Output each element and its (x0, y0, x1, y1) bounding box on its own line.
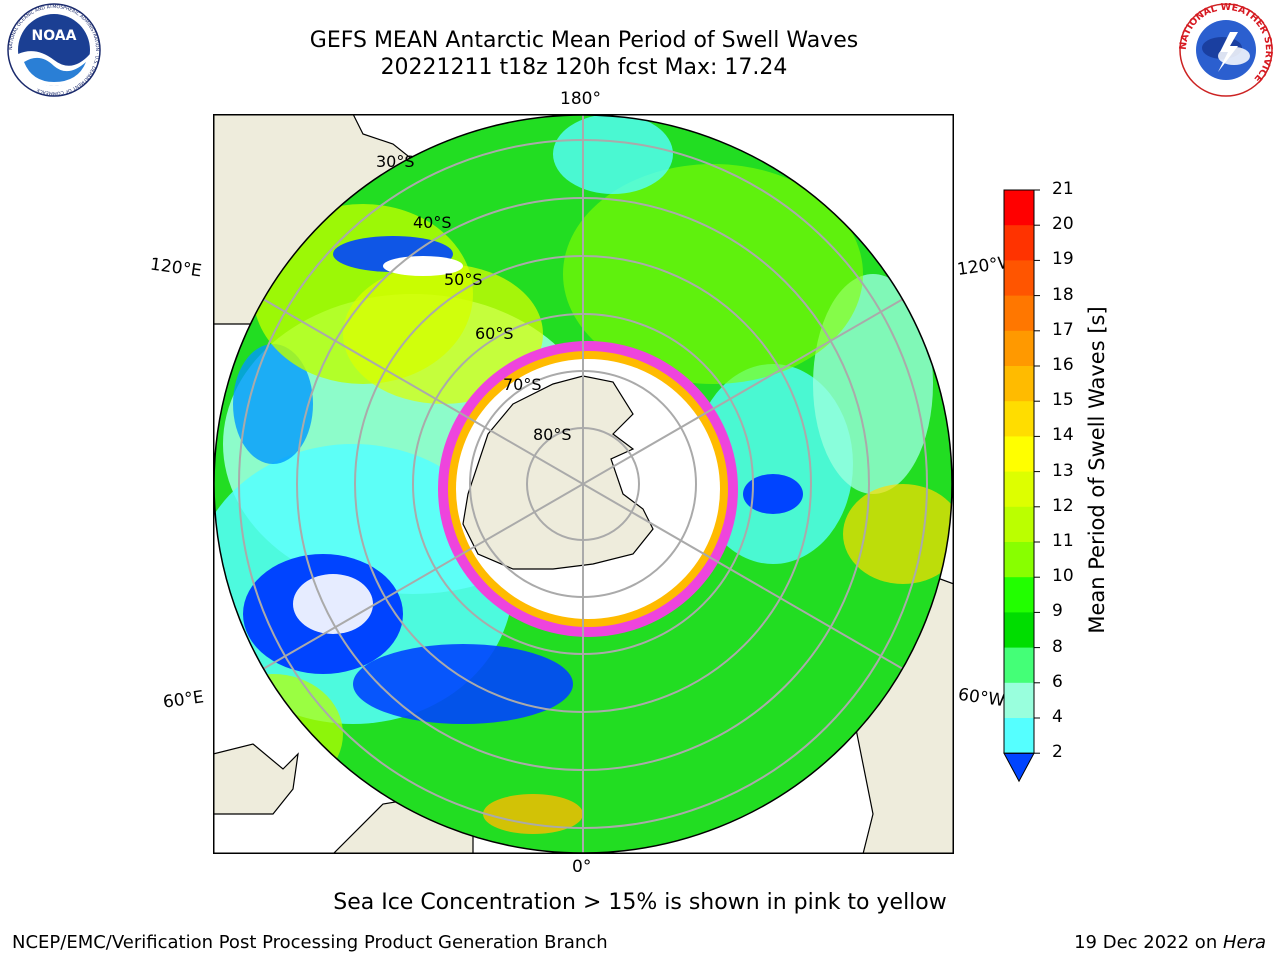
colorbar-segment (1004, 260, 1034, 297)
colorbar-segment (1004, 190, 1034, 226)
colorbar-segment (1004, 295, 1034, 332)
colorbar-tick-label: 18 (1052, 284, 1074, 305)
colorbar (1003, 189, 1040, 783)
polar-map (213, 114, 954, 854)
lon-label-0: 0° (572, 857, 592, 877)
lat-label-50s: 50°S (444, 270, 483, 289)
colorbar-segment (1004, 225, 1034, 261)
colorbar-tick-label: 14 (1052, 425, 1074, 446)
chart-title: GEFS MEAN Antarctic Mean Period of Swell… (309, 28, 859, 53)
footer-date: 19 Dec 2022 on Hera (1074, 932, 1266, 953)
colorbar-segment (1004, 330, 1034, 367)
antarctica-land (462, 375, 654, 570)
lat-label-60s: 60°S (475, 324, 514, 343)
southern-africa-land (213, 743, 299, 815)
colorbar-tick-label: 11 (1052, 531, 1074, 551)
lat-label-80s: 80°S (533, 425, 572, 444)
colorbar-extend-triangle (1003, 752, 1035, 783)
nws-logo: NATIONAL WEATHER SERVICE (1178, 2, 1274, 97)
colorbar-tick-label: 9 (1052, 601, 1063, 622)
colorbar-tick-label: 6 (1052, 671, 1063, 692)
colorbar-tick-label: 2 (1052, 742, 1063, 763)
colorbar-segment (1004, 612, 1034, 649)
colorbar-tick-label: 8 (1052, 636, 1063, 657)
colorbar-tick-label: 12 (1052, 495, 1074, 516)
colorbar-segment (1004, 718, 1034, 754)
colorbar-segment (1004, 401, 1034, 437)
colorbar-segment (1004, 647, 1034, 684)
lon-label-180: 180° (560, 89, 601, 109)
colorbar-title: Mean Period of Swell Waves [s] (1085, 306, 1109, 634)
colorbar-tick-label: 13 (1052, 460, 1074, 481)
colorbar-tick-label: 10 (1052, 566, 1074, 587)
noaa-logo: NOAA NATIONAL OCEANIC AND ATMOSPHERIC AD… (7, 3, 101, 97)
colorbar-tick-label: 4 (1052, 707, 1063, 727)
footer-credit: NCEP/EMC/Verification Post Processing Pr… (12, 932, 608, 953)
colorbar-tick-label: 20 (1052, 214, 1074, 235)
colorbar-segment (1004, 436, 1034, 473)
colorbar-segment (1004, 506, 1034, 543)
colorbar-tick-label: 19 (1052, 249, 1074, 270)
lon-label-60e: 60°E (161, 687, 206, 713)
sea-ice-caption: Sea Ice Concentration > 15% is shown in … (333, 890, 947, 915)
colorbar-tick-label: 15 (1052, 390, 1074, 411)
footer-machine: Hera (1222, 932, 1266, 953)
lon-label-120e: 120°E (148, 254, 203, 282)
footer-date-text: 19 Dec 2022 on (1074, 932, 1223, 953)
colorbar-segment (1004, 542, 1034, 578)
lat-label-40s: 40°S (413, 213, 452, 232)
colorbar-segment (1004, 366, 1034, 402)
colorbar-segment (1004, 682, 1034, 719)
colorbar-tick-label: 16 (1052, 355, 1074, 375)
colorbar-segment (1004, 471, 1034, 508)
chart-subtitle: 20221211 t18z 120h fcst Max: 17.24 (380, 55, 788, 80)
colorbar-segment (1004, 577, 1034, 613)
noaa-logo-text: NOAA (32, 28, 77, 44)
lat-label-70s: 70°S (503, 375, 542, 394)
lat-label-30s: 30°S (376, 152, 415, 171)
colorbar-tick-label: 21 (1052, 179, 1074, 199)
colorbar-tick-label: 17 (1052, 319, 1074, 340)
